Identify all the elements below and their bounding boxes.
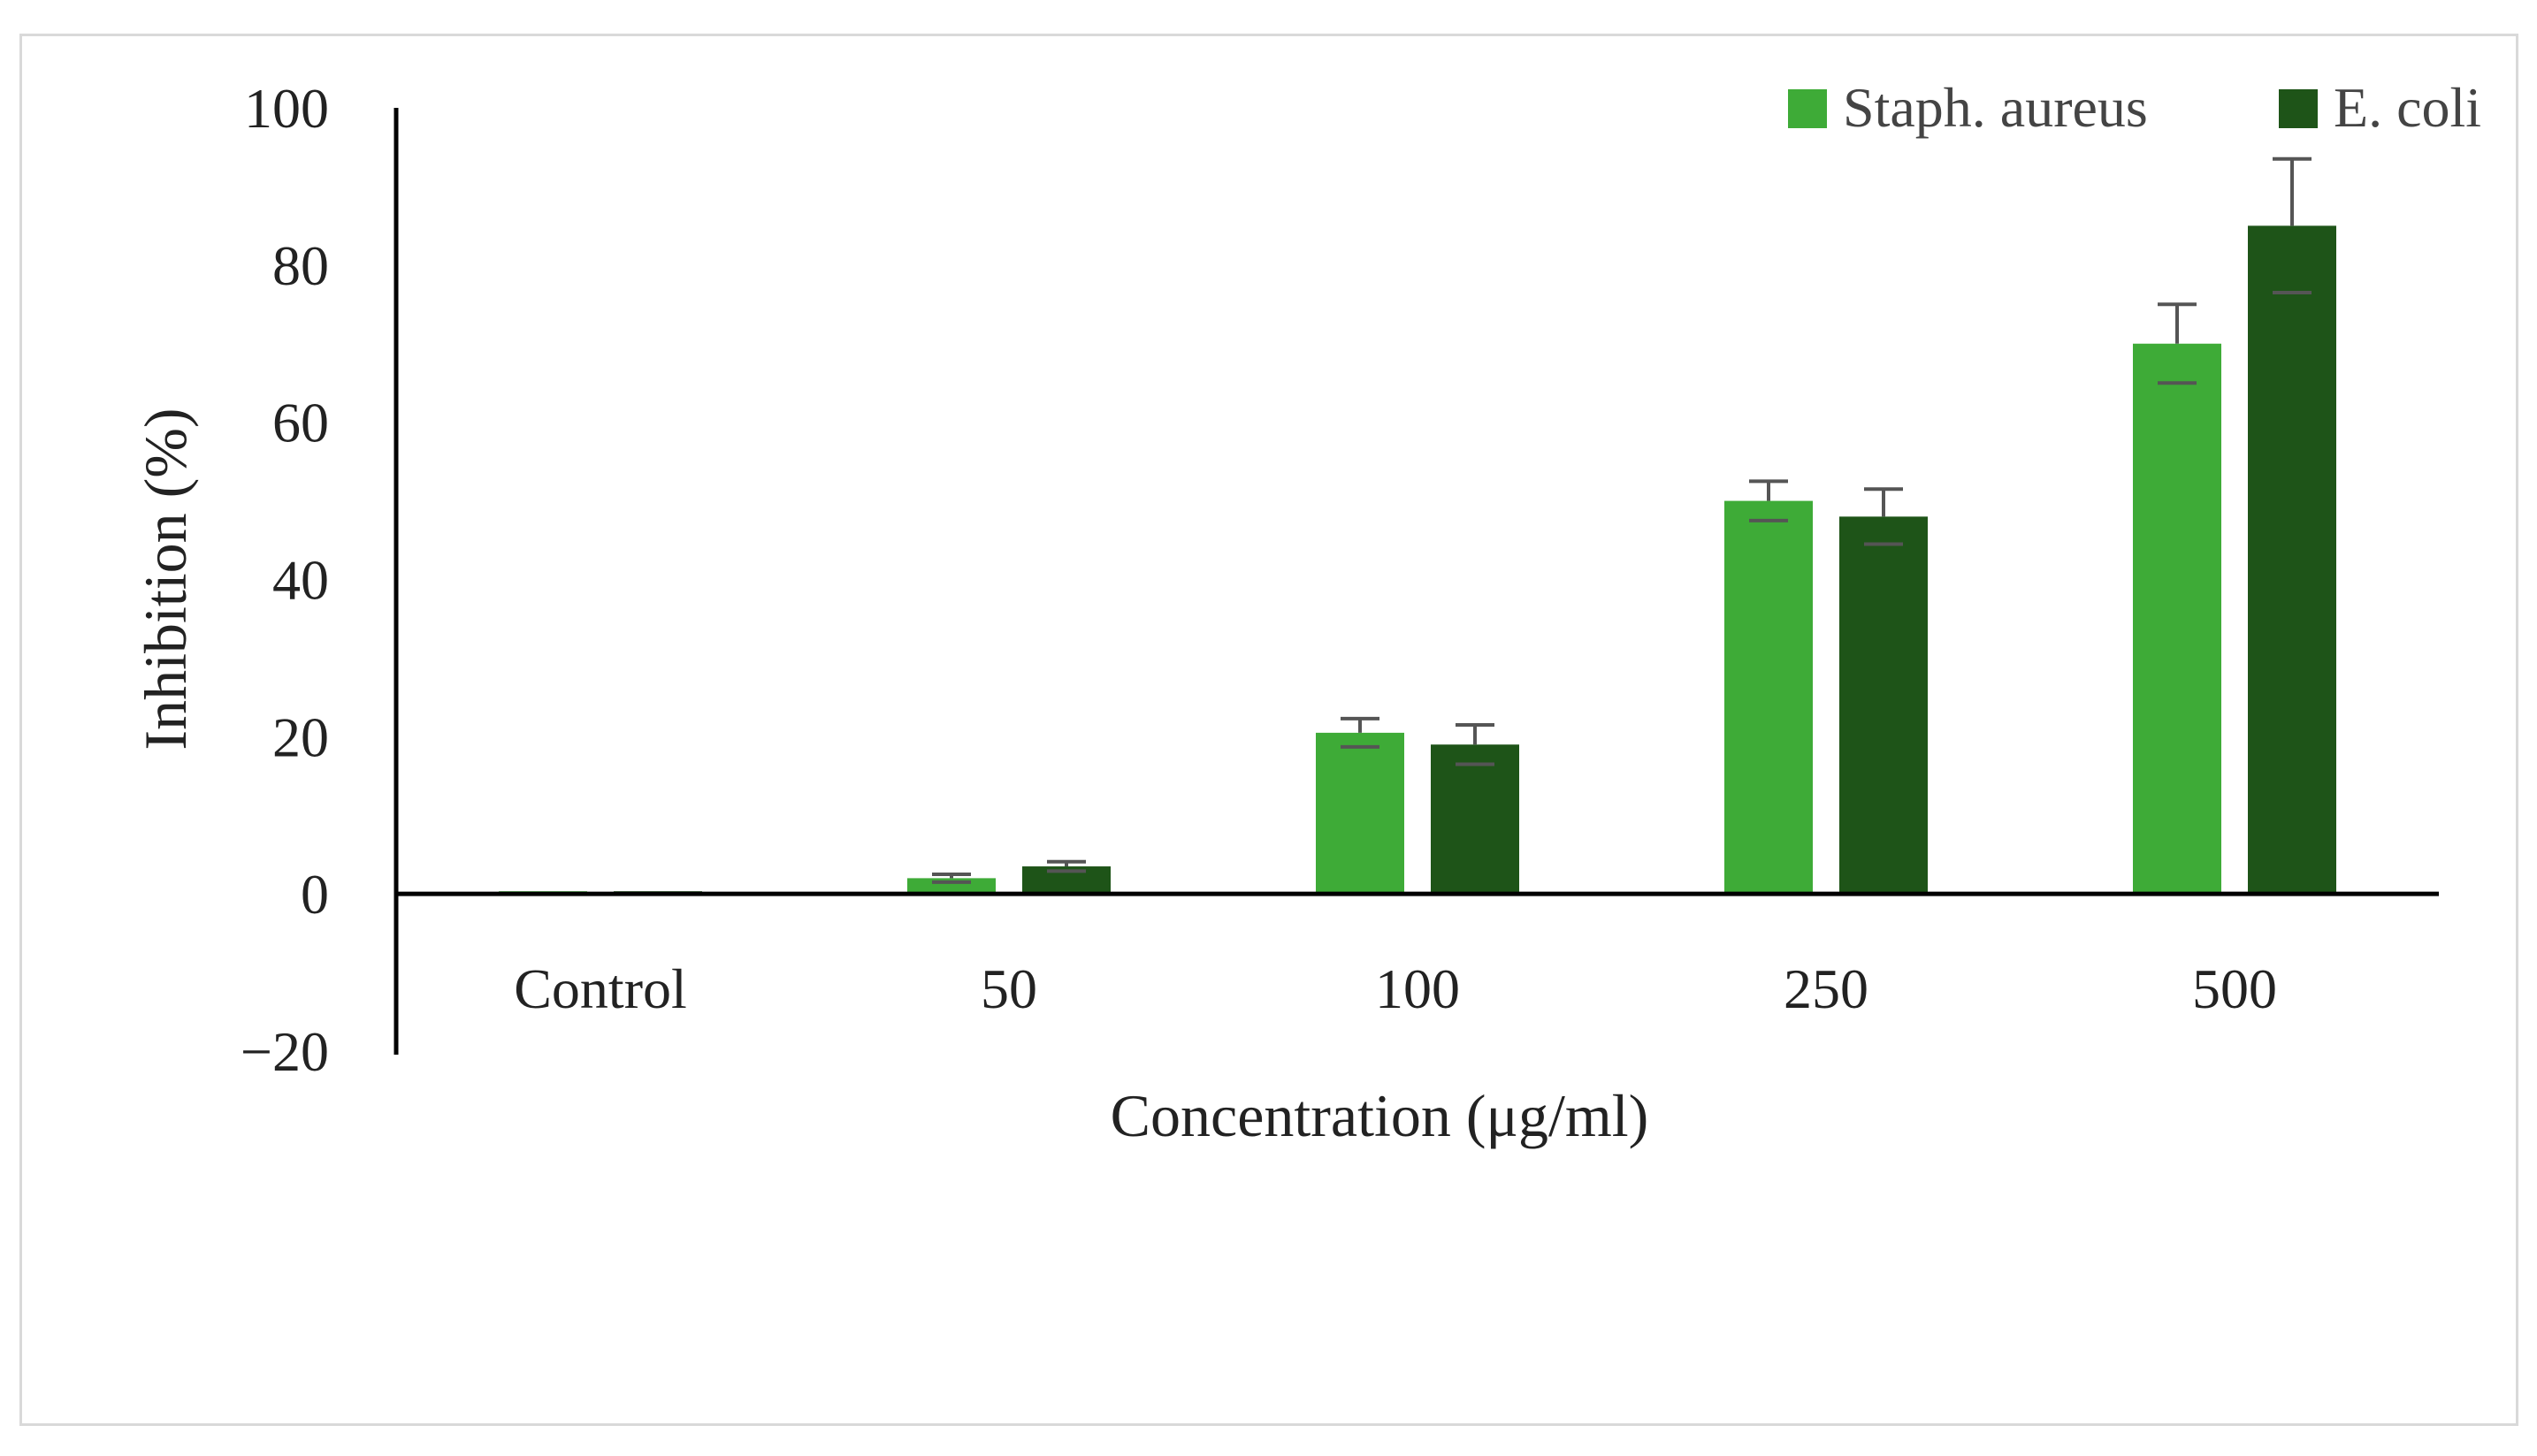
error-bar-1-1: [1047, 859, 1086, 873]
y-tick-label-4: 60: [272, 392, 329, 454]
y-tick-label-6: 100: [244, 77, 329, 140]
error-bars-layer: [932, 156, 2312, 884]
error-bar-0-2: [1341, 716, 1379, 749]
x-tick-label-0: Control: [514, 957, 687, 1020]
legend-label-0: Staph. aureus: [1843, 76, 2148, 139]
x-tick-label-2: 100: [1375, 957, 1460, 1020]
y-tick-label-0: −20: [241, 1020, 329, 1083]
legend-swatch-1: [2279, 89, 2318, 128]
x-tick-label-4: 500: [2192, 957, 2277, 1020]
x-axis-title: Concentration (μg/ml): [1111, 1082, 1649, 1149]
y-tick-label-2: 20: [272, 705, 329, 768]
legend: Staph. aureus E. coli: [1788, 76, 2481, 139]
bars-layer: [499, 225, 2336, 895]
bar-0-3: [1724, 500, 1813, 895]
bar-0-4: [2133, 343, 2221, 895]
bar-1-3: [1839, 516, 1928, 895]
y-axis-title: Inhibition (%): [132, 408, 199, 750]
error-bar-0-4: [2158, 302, 2197, 385]
bar-0-1: [907, 878, 996, 895]
error-bar-0-3: [1749, 479, 1788, 522]
legend-label-1: E. coli: [2334, 76, 2481, 139]
error-bar-1-2: [1456, 722, 1494, 766]
error-bar-1-4: [2273, 156, 2312, 294]
error-bar-1-3: [1864, 487, 1903, 546]
bar-1-2: [1431, 744, 1519, 895]
y-tick-label-3: 40: [272, 549, 329, 612]
bar-1-4: [2248, 225, 2336, 895]
chart-frame: [19, 34, 2518, 1426]
x-tick-labels: Control 50 100 250 500: [514, 957, 2277, 1020]
y-tick-label-1: 0: [301, 863, 329, 926]
x-tick-label-3: 250: [1784, 957, 1868, 1020]
legend-swatch-0: [1788, 89, 1827, 128]
x-tick-label-1: 50: [981, 957, 1037, 1020]
y-tick-labels: −20 0 20 40 60 80 100: [241, 77, 329, 1083]
bar-0-2: [1316, 732, 1404, 895]
y-tick-label-5: 80: [272, 234, 329, 297]
error-bar-0-1: [932, 872, 971, 884]
